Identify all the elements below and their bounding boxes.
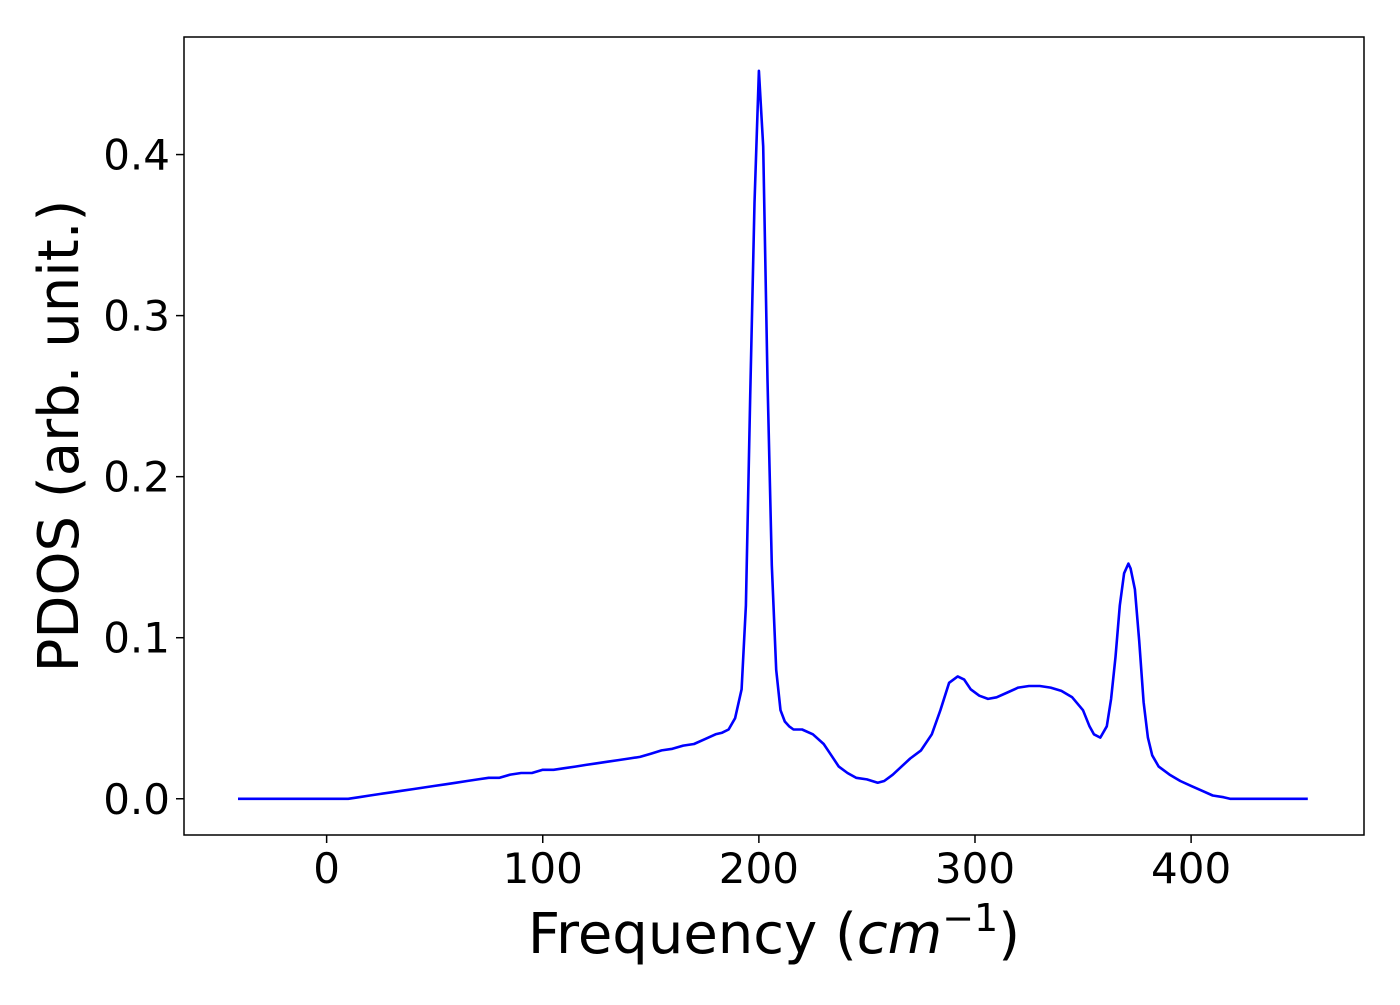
series-layer	[238, 69, 1308, 801]
x-axis-unit-exponent: −1	[942, 896, 998, 940]
x-tick-label: 300	[935, 844, 1015, 893]
y-tick-label: 0.0	[103, 775, 170, 824]
y-tick-label: 0.4	[103, 131, 170, 180]
y-tick-label: 0.3	[103, 292, 170, 341]
x-tick-label: 0	[313, 844, 340, 893]
plot-frame	[183, 36, 1365, 836]
x-axis-ticks: 0 100 200 300 400	[313, 835, 1231, 893]
x-tick-label: 400	[1151, 844, 1231, 893]
x-tick-label: 100	[503, 844, 583, 893]
x-axis-label-text: Frequency	[528, 902, 817, 967]
y-tick-label: 0.1	[103, 614, 170, 663]
pdos-series-line	[238, 69, 1308, 801]
y-tick-label: 0.2	[103, 453, 170, 502]
x-tick-label: 200	[719, 844, 799, 893]
x-axis-label: Frequency (cm−1)	[528, 896, 1020, 967]
y-axis-label: PDOS (arb. unit.)	[27, 200, 92, 673]
x-axis-unit-base: cm	[857, 902, 942, 967]
y-axis-ticks: 0.0 0.1 0.2 0.3 0.4	[103, 131, 184, 824]
